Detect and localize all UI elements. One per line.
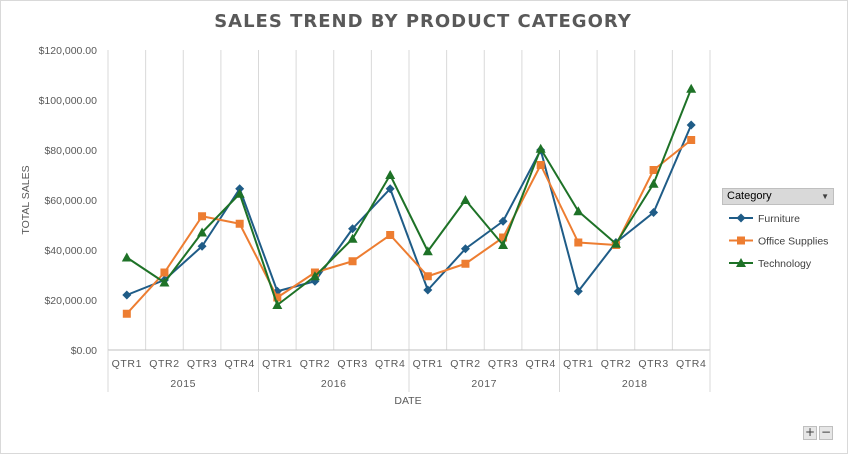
x-axis: QTR1 QTR2 QTR3 QTR4 QTR1 QTR2 QTR3 QTR4 QTR1 QTR2… [107, 349, 711, 392]
x-tick-label: QTR3 [488, 358, 518, 370]
data-point [159, 277, 170, 287]
x-tick-label: QTR4 [224, 358, 254, 370]
data-point [686, 83, 697, 93]
y-tick-label: $20,000.00 [44, 295, 97, 307]
y-tick-label: $100,000.00 [39, 95, 98, 107]
data-point [160, 268, 169, 277]
data-point [648, 178, 659, 188]
series-lines [121, 83, 697, 318]
y-tick-label: $120,000.00 [39, 45, 98, 57]
zoom-out-button[interactable]: − [819, 425, 833, 440]
year-label: 2016 [321, 378, 347, 390]
data-point [423, 272, 432, 281]
data-point [422, 246, 433, 256]
y-tick-label: $60,000.00 [44, 195, 97, 207]
series-line [126, 88, 693, 306]
x-tick-label: QTR2 [149, 358, 179, 370]
data-point [649, 166, 658, 174]
chart-title: SALES TREND BY PRODUCT CATEGORY [214, 11, 632, 32]
y-tick-label: $40,000.00 [44, 245, 97, 257]
data-point [348, 257, 357, 266]
legend-marker [736, 213, 746, 223]
legend-filter-button[interactable]: Category ▼ [722, 188, 834, 205]
x-tick-label: QTR3 [638, 358, 668, 370]
data-point [460, 195, 471, 204]
data-point [573, 206, 584, 216]
data-point [461, 259, 470, 268]
data-point [610, 238, 621, 248]
data-point [385, 184, 395, 194]
data-point [498, 240, 509, 249]
data-point [272, 300, 283, 309]
x-tick-label: QTR1 [112, 358, 142, 370]
data-point [536, 161, 545, 169]
y-tick-label: $0.00 [71, 345, 97, 357]
data-point [499, 233, 508, 242]
year-label: 2017 [471, 378, 497, 390]
data-point [460, 244, 470, 254]
data-point [121, 252, 132, 262]
data-point [235, 219, 244, 228]
y-tick-label: $80,000.00 [44, 145, 97, 157]
legend-entry[interactable]: Office Supplies [729, 236, 828, 248]
data-point [498, 216, 508, 226]
data-point [686, 120, 696, 130]
data-point [347, 233, 358, 243]
legend-marker [736, 258, 746, 267]
x-tick-label: QTR2 [300, 358, 330, 370]
data-point [386, 231, 395, 239]
data-point [574, 238, 583, 247]
data-point [122, 290, 132, 300]
series-line [126, 124, 693, 296]
data-point [309, 271, 320, 281]
legend-label: Furniture [758, 213, 800, 225]
series-line [126, 139, 692, 315]
data-point [348, 224, 358, 234]
data-point [273, 293, 282, 302]
x-tick-label: QTR4 [676, 358, 706, 370]
x-axis-title: DATE [394, 395, 421, 407]
series-technology [121, 83, 697, 309]
legend: Furniture Office Supplies Technology [729, 213, 828, 270]
x-tick-label: QTR1 [563, 358, 593, 370]
data-point [234, 188, 245, 198]
data-point [122, 309, 131, 318]
legend-entry[interactable]: Furniture [729, 213, 800, 225]
year-label: 2018 [622, 378, 648, 390]
x-tick-label: QTR4 [375, 358, 405, 370]
data-point [535, 143, 546, 153]
legend-title: Category [727, 190, 772, 202]
dropdown-arrow-icon: ▼ [821, 192, 829, 201]
x-tick-label: QTR4 [525, 358, 555, 370]
data-point [197, 227, 208, 237]
legend-label: Technology [758, 258, 812, 270]
year-label: 2015 [170, 378, 196, 390]
x-tick-label: QTR3 [187, 358, 217, 370]
legend-marker [737, 236, 745, 245]
data-point [649, 208, 659, 217]
data-point [687, 136, 696, 144]
data-point [198, 212, 207, 221]
x-tick-label: QTR1 [413, 358, 443, 370]
data-point [423, 285, 433, 295]
data-point [197, 241, 207, 251]
x-tick-label: QTR2 [450, 358, 480, 370]
x-tick-label: QTR2 [601, 358, 631, 370]
y-axis-title: TOTAL SALES [20, 165, 32, 234]
legend-label: Office Supplies [758, 236, 828, 248]
zoom-in-button[interactable]: + [803, 425, 817, 440]
y-axis-ticks: $0.00 $20,000.00 $40,000.00 $60,000.00 $80,0… [39, 45, 98, 357]
x-tick-label: QTR3 [337, 358, 367, 370]
legend-entry[interactable]: Technology [729, 258, 812, 270]
gridlines [107, 50, 711, 350]
x-tick-label: QTR1 [262, 358, 292, 370]
data-point [385, 170, 396, 179]
data-point [573, 286, 583, 296]
